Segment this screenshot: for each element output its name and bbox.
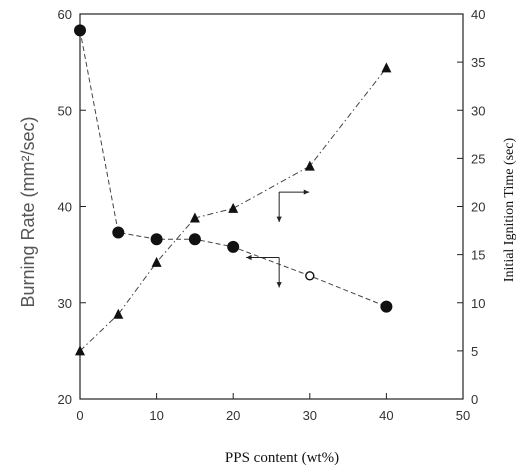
right-axis-ticks: 0 5 10 15 20 25 30 35 40 xyxy=(457,7,485,407)
y2-axis-label: Initial Ignition Time (sec) xyxy=(502,138,517,283)
burning-rate-point xyxy=(305,271,315,281)
burning-rate-point xyxy=(188,233,201,246)
x-tick-label: 0 xyxy=(76,408,83,423)
y-tick-label: 30 xyxy=(58,296,72,311)
y-tick-label: 60 xyxy=(58,7,72,22)
y-tick-label: 50 xyxy=(58,103,72,118)
ignition-time-point xyxy=(75,345,85,356)
ignition-time-point xyxy=(381,62,392,73)
burning-rate-point xyxy=(74,24,86,37)
x-axis-ticks: 0 10 20 30 40 50 xyxy=(76,393,470,423)
burning-rate-point xyxy=(112,226,125,239)
y2-tick-label: 25 xyxy=(471,151,485,166)
ignition-time-point xyxy=(304,160,315,171)
burning-rate-point xyxy=(380,300,393,313)
y2-tick-label: 0 xyxy=(471,392,478,407)
ignition-time-point xyxy=(113,308,124,319)
left-axis-indicator-stem-head xyxy=(276,282,282,288)
y-tick-label: 40 xyxy=(58,200,72,215)
burning-rate-point xyxy=(227,240,240,253)
y2-tick-label: 20 xyxy=(471,200,485,215)
left-axis-indicator-arrow-head xyxy=(246,254,252,261)
y2-tick-label: 15 xyxy=(471,248,485,263)
right-axis-indicator-stem-head xyxy=(276,216,282,223)
annotation-layer xyxy=(246,189,310,288)
y2-tick-label: 10 xyxy=(471,296,485,311)
x-tick-label: 40 xyxy=(379,408,393,423)
x-tick-label: 20 xyxy=(226,408,240,423)
y-axis-label: Burning Rate (mm²/sec) xyxy=(18,116,38,307)
y2-tick-label: 5 xyxy=(471,344,478,359)
y2-tick-label: 40 xyxy=(471,7,485,22)
left-axis-ticks: 20 30 40 50 60 xyxy=(58,7,86,407)
right-axis-indicator-arrow-head xyxy=(303,189,310,195)
y-tick-label: 20 xyxy=(58,392,72,407)
ignition-time-point xyxy=(151,256,162,267)
ignition-time-point xyxy=(228,202,239,213)
y2-tick-label: 30 xyxy=(471,103,485,118)
series-burning-rate-line xyxy=(79,30,387,308)
x-tick-label: 50 xyxy=(456,408,470,423)
series-layer xyxy=(74,24,393,356)
plot-frame xyxy=(79,13,464,400)
x-tick-label: 30 xyxy=(303,408,317,423)
burning-rate-point xyxy=(150,233,163,246)
x-tick-label: 10 xyxy=(149,408,163,423)
y2-tick-label: 35 xyxy=(471,55,485,70)
ignition-time-point xyxy=(189,212,200,223)
x-axis-label: PPS content (wt%) xyxy=(225,450,339,466)
